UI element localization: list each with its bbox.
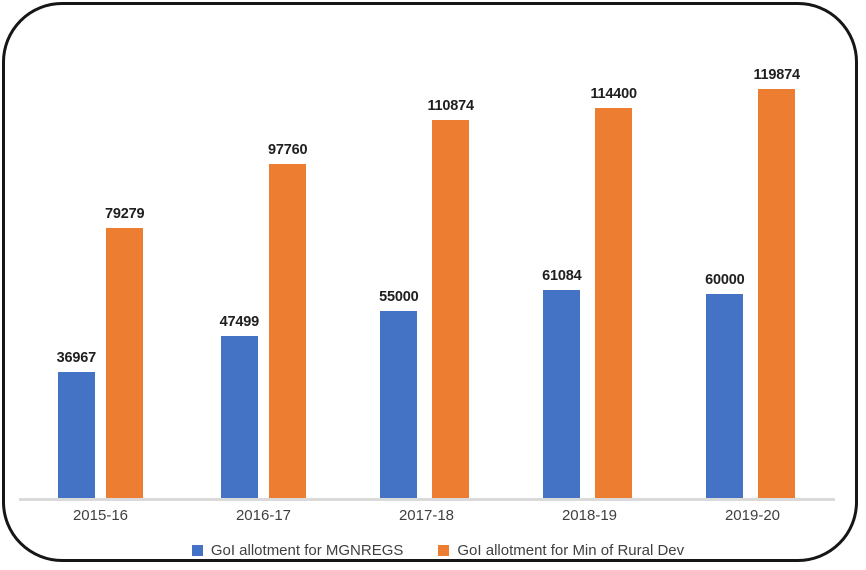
bar-value-label: 55000	[379, 289, 419, 305]
legend-item: GoI allotment for MGNREGS	[191, 542, 404, 559]
x-axis-label-2017-18: 2017-18	[398, 507, 455, 524]
x-axis-label-2016-17: 2016-17	[235, 507, 292, 524]
bar-value-label: 36967	[56, 350, 97, 366]
bar-group-2015-16: 36967 79279	[19, 49, 182, 499]
bar-series-1	[57, 372, 95, 499]
bar-series-2	[106, 228, 144, 499]
bar-series-2	[432, 120, 470, 499]
bar-value-label: 60000	[705, 272, 745, 288]
legend-item: GoI allotment for Min of Rural Dev	[438, 542, 684, 559]
plot-area: 36967 79279 47499 97760 55000 110874 61084 1144…	[19, 49, 834, 499]
bar-series-2	[595, 108, 633, 499]
bar-series-1	[380, 311, 418, 499]
chart-frame: 36967 79279 47499 97760 55000 110874 61084 1144…	[2, 2, 858, 562]
bar-wrap: 79279	[105, 206, 145, 499]
bar-wrap: 114400	[590, 86, 637, 499]
bar-value-label: 114400	[590, 86, 637, 102]
bar-wrap: 47499	[220, 314, 259, 499]
x-axis-line	[19, 498, 835, 501]
bar-series-1	[706, 294, 744, 499]
legend-marker-icon	[438, 545, 450, 556]
bar-series-1	[220, 336, 258, 499]
bar-series-1	[543, 290, 581, 499]
legend-label: GoI allotment for Min of Rural Dev	[457, 542, 685, 559]
bar-wrap: 55000	[379, 289, 419, 499]
bar-series-2	[758, 89, 796, 499]
x-axis-label-2018-19: 2018-19	[561, 507, 618, 524]
x-axis-labels: 2015-16 2016-17 2017-18 2018-19 2019-20	[19, 507, 834, 524]
bar-value-label: 119874	[753, 67, 800, 83]
bar-value-label: 110874	[427, 98, 474, 114]
bar-wrap: 36967	[57, 350, 96, 499]
bar-group-2017-18: 55000 110874	[345, 49, 508, 499]
bar-wrap: 97760	[268, 142, 308, 499]
bar-wrap: 110874	[427, 98, 474, 499]
bar-series-2	[269, 164, 307, 499]
bar-wrap: 61084	[542, 268, 582, 499]
bar-value-label: 61084	[542, 268, 582, 284]
bar-group-2018-19: 61084 114400	[508, 49, 671, 499]
bar-value-label: 47499	[219, 314, 260, 330]
bar-wrap: 60000	[705, 272, 745, 499]
legend: GoI allotment for MGNREGS GoI allotment f…	[5, 542, 866, 559]
bar-value-label: 97760	[268, 142, 308, 158]
bar-group-2016-17: 47499 97760	[182, 49, 345, 499]
x-axis-label-2019-20: 2019-20	[724, 507, 781, 524]
legend-marker-icon	[191, 545, 203, 556]
bar-group-2019-20: 60000 119874	[671, 49, 834, 499]
bar-wrap: 119874	[753, 67, 800, 499]
x-axis-label-2015-16: 2015-16	[72, 507, 129, 524]
legend-label: GoI allotment for MGNREGS	[210, 542, 404, 559]
bar-value-label: 79279	[105, 206, 145, 222]
